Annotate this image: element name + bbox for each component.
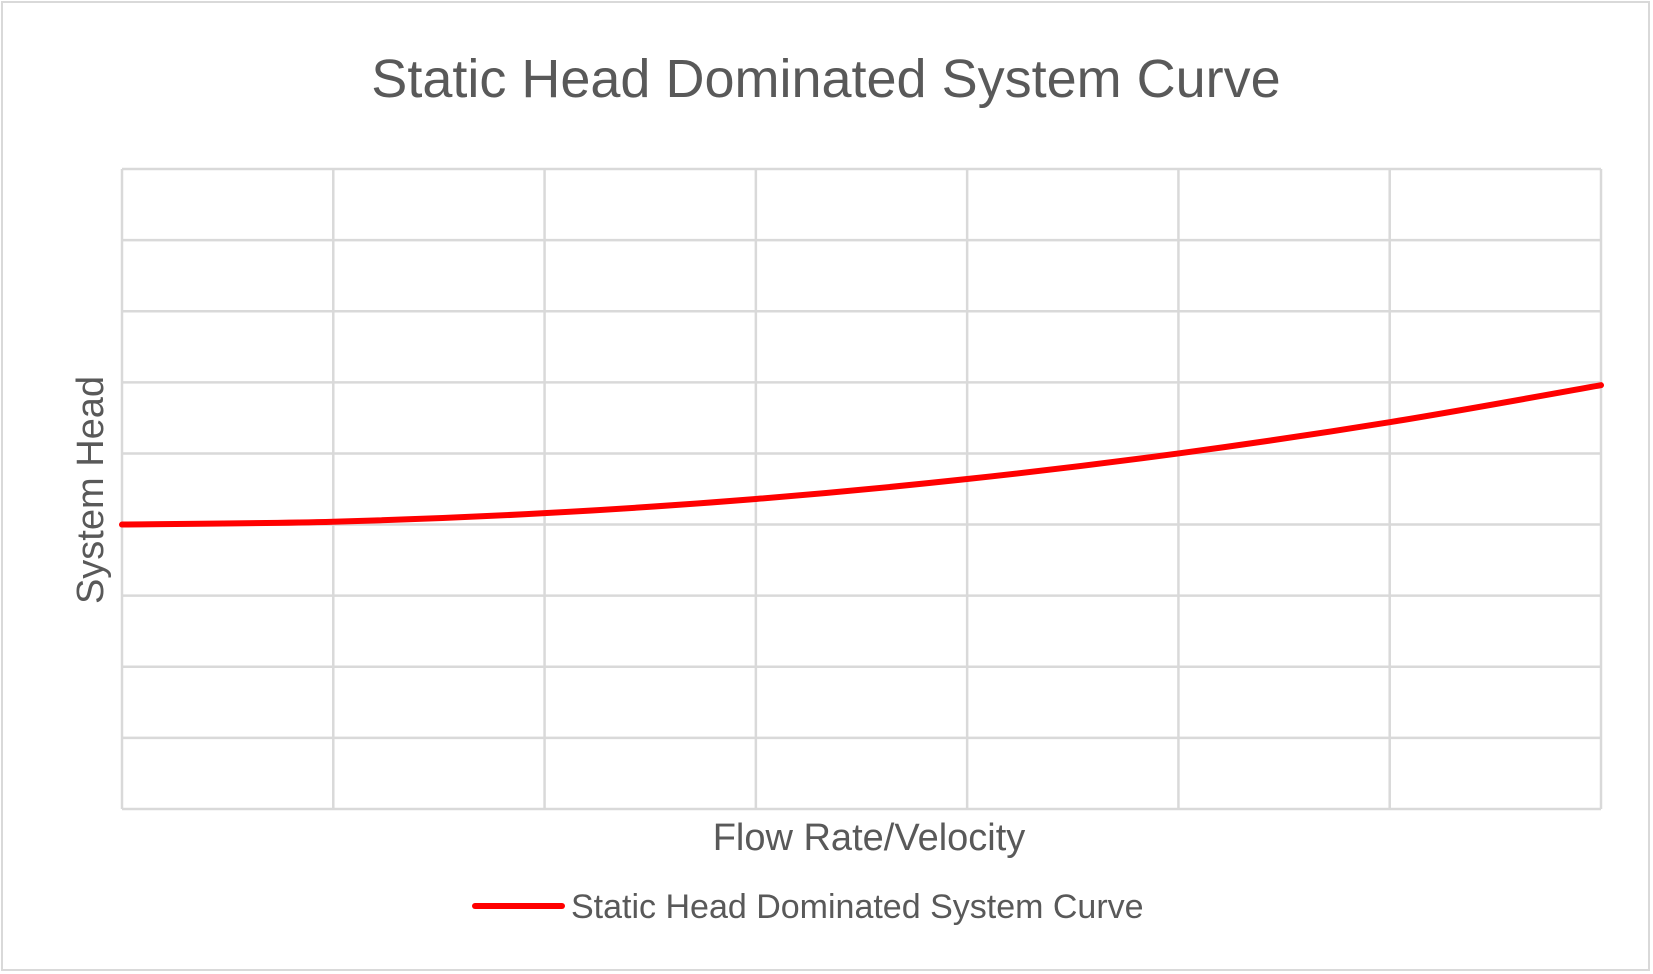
legend-label: Static Head Dominated System Curve — [571, 888, 1144, 926]
x-axis-title: Flow Rate/Velocity — [713, 817, 1026, 859]
series-line-static-head — [119, 382, 1604, 528]
chart-title: Static Head Dominated System Curve — [371, 49, 1280, 109]
series-lines — [119, 382, 1604, 528]
y-axis-title: System Head — [70, 376, 112, 604]
plot-grid — [120, 167, 1603, 811]
legend: Static Head Dominated System Curve — [472, 888, 1144, 926]
